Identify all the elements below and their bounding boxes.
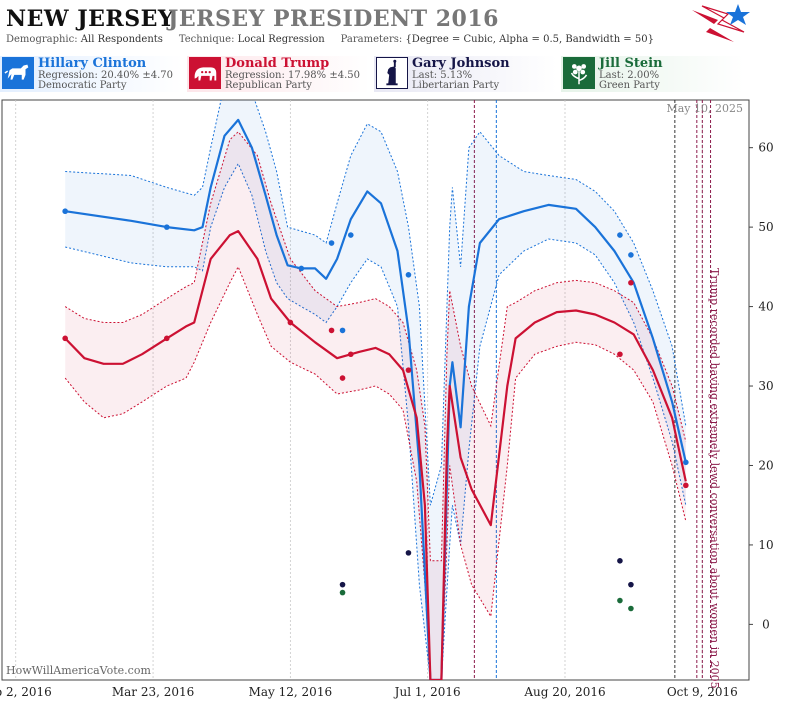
demographic-label: Demographic:	[6, 34, 78, 45]
y-tick-label: 10	[758, 538, 773, 552]
candidate-stein[interactable]: Jill Stein Last: 2.00% Green Party	[561, 56, 744, 92]
candidate-name: Donald Trump	[225, 56, 330, 71]
poll-point	[339, 589, 346, 596]
band-upper-line	[65, 100, 687, 506]
event-lines	[473, 100, 712, 680]
candidate-party: Democratic Party	[38, 80, 127, 91]
watermark[interactable]: HowWillAmericaVote.com	[6, 664, 151, 677]
poll-point	[339, 327, 346, 334]
parameters-value: {Degree = Cubic, Alpha = 0.5, Bandwidth …	[405, 34, 654, 45]
candidate-party: Libertarian Party	[412, 80, 500, 91]
candidate-clinton[interactable]: Hillary Clinton Regression: 20.40% ±4.70…	[0, 56, 183, 92]
candidate-stat: Regression: 17.98% ±4.50	[225, 70, 360, 81]
poll-point	[405, 550, 412, 556]
statue-of-liberty-icon	[376, 57, 408, 89]
poll-point	[617, 558, 623, 564]
candidate-stat: Last: 5.13%	[412, 70, 473, 81]
trend-line	[65, 118, 687, 680]
x-tick-label: Feb 2, 2016	[0, 685, 52, 699]
poll-point	[298, 265, 305, 272]
flower-icon	[563, 57, 595, 89]
y-tick-label: 50	[758, 220, 773, 234]
technique-value: Local Regression	[237, 34, 325, 45]
poll-point	[347, 232, 354, 238]
date-stamp: May 10, 2025	[666, 102, 743, 115]
candidate-johnson[interactable]: Gary Johnson Last: 5.13% Libertarian Par…	[374, 56, 557, 92]
trend-line	[64, 230, 687, 680]
poll-point	[328, 327, 335, 334]
poll-point	[62, 335, 68, 342]
candidate-name: Hillary Clinton	[38, 56, 147, 71]
confidence-band	[65, 131, 686, 680]
poll-point	[163, 224, 170, 230]
poll-point	[405, 271, 412, 278]
poll-points	[62, 208, 689, 612]
poll-point	[628, 581, 634, 588]
y-tick-label: 30	[758, 379, 773, 393]
poll-point	[617, 232, 623, 238]
poll-point	[628, 252, 634, 258]
parameters-line: Demographic: All Respondents Technique: …	[6, 34, 654, 45]
band-lower-line	[64, 265, 687, 680]
demographic-value: All Respondents	[80, 34, 163, 45]
poll-point	[287, 319, 294, 326]
site-logo-icon[interactable]	[688, 2, 752, 46]
poll-point	[62, 208, 68, 215]
candidate-trump[interactable]: Donald Trump Regression: 17.98% ±4.50 Re…	[187, 56, 370, 92]
elephant-icon	[189, 57, 221, 89]
x-tick-label: Aug 20, 2016	[523, 685, 605, 699]
poll-point	[683, 459, 689, 466]
technique-label: Technique:	[178, 34, 235, 45]
y-tick-label: 40	[758, 300, 773, 314]
poll-point	[347, 351, 354, 358]
event-annotation: Trump recorded having extremely lewd con…	[708, 268, 721, 689]
candidate-name: Jill Stein	[599, 56, 663, 71]
candidate-stat: Last: 2.00%	[599, 70, 660, 81]
candidate-name: Gary Johnson	[412, 56, 510, 71]
y-tick-label: 20	[758, 458, 773, 472]
parameters-label: Parameters:	[340, 34, 403, 45]
x-tick-label: Oct 9, 2016	[667, 685, 738, 699]
poll-point	[617, 597, 623, 604]
polling-chart: 0 10 20 30 40 50 60 Feb 2, 2016 Mar 23, 2016 May…	[0, 99, 774, 699]
candidate-party: Republican Party	[225, 80, 312, 91]
candidate-stat: Regression: 20.40% ±4.70	[38, 70, 173, 81]
x-tick-label: May 12, 2016	[249, 685, 332, 699]
header: NEW JERSEY JERSEY PRESIDENT 2016 Demogra…	[0, 0, 789, 94]
x-tick-label: Jul 1, 2016	[393, 685, 461, 699]
y-axis: 0 10 20 30 40 50 60	[749, 141, 774, 631]
trend-lines	[64, 118, 687, 680]
x-tick-label: Mar 23, 2016	[112, 685, 194, 699]
donkey-icon	[2, 57, 34, 89]
candidate-party: Green Party	[599, 80, 660, 91]
plot-frame	[1, 99, 750, 681]
poll-point	[163, 335, 170, 342]
y-tick-label: 60	[758, 141, 773, 155]
poll-point	[405, 367, 412, 373]
state-title: NEW JERSEY	[6, 6, 175, 32]
x-axis: Feb 2, 2016 Mar 23, 2016 May 12, 2016 Jul 1…	[0, 685, 738, 699]
poll-point	[328, 240, 335, 246]
poll-point	[617, 351, 623, 358]
poll-point	[683, 482, 689, 489]
race-title: JERSEY PRESIDENT 2016	[168, 6, 499, 32]
poll-point	[339, 375, 346, 381]
poll-point	[628, 605, 634, 612]
poll-point	[628, 279, 634, 286]
confidence-band	[65, 100, 686, 680]
poll-point	[339, 581, 346, 588]
y-tick-label: 0	[762, 617, 770, 631]
